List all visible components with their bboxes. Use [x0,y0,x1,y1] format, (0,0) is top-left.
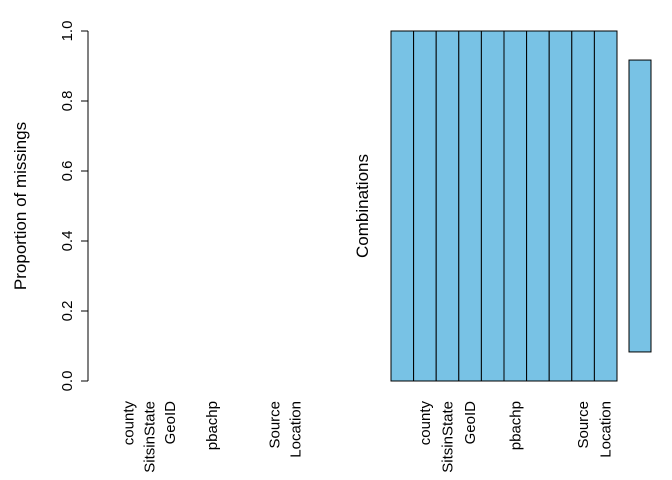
combination-cell [526,30,550,382]
x-tick-label: county [120,401,137,446]
combination-proportion-bar [628,59,652,353]
y-tick-label: 0.6 [59,161,76,182]
x-tick-label: pbachp [507,401,524,450]
x-tick-label: Source [575,401,592,449]
combination-cell [435,30,460,382]
y-tick-label: 0.4 [59,231,76,252]
combinations-chart: county SitsinState GeoID pbachp Source Locati… [390,30,652,473]
combination-cell [480,30,505,382]
combination-cell [548,30,573,382]
combination-cell [458,30,482,382]
x-tick-label: county [417,401,434,446]
combination-cell [413,30,437,382]
y-tick-label: 1.0 [59,21,76,42]
y-tick-label: 0.8 [59,91,76,112]
missing-proportion-chart: 0.0 0.2 0.4 0.6 0.8 1.0 county SitsinState GeoID… [59,21,305,473]
combination-cell [571,30,595,382]
combination-cell [503,30,528,382]
combination-cell [593,30,618,382]
x-tick-label: Location [288,401,305,458]
y-tick-label: 0.0 [59,371,76,392]
x-tick-label: Location [598,401,615,458]
x-tick-label: Source [267,401,284,449]
combination-cell [390,30,415,382]
right-y-axis-label: Combinations [353,154,372,258]
left-y-axis-label: Proportion of missings [11,122,30,290]
y-tick-label: 0.2 [59,301,76,322]
x-tick-label: GeoID [462,401,479,445]
x-tick-label: SitsinState [440,401,457,473]
x-tick-label: GeoID [162,401,179,445]
x-tick-label: SitsinState [141,401,158,473]
x-tick-label: pbachp [204,401,221,450]
